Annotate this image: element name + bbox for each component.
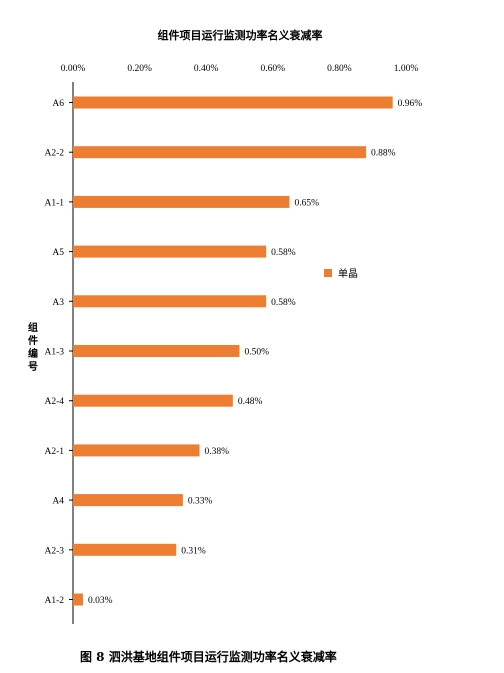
bar — [73, 146, 367, 159]
legend: 单晶 — [324, 268, 358, 280]
category-labels: A6 A2-2 A1-1 A5 A3 A1-3 A2-4 A2-1 A4 A2-3 A1-2 — [44, 99, 73, 606]
x-tick-label: 0.20% — [127, 64, 152, 74]
x-axis-ticks: 0.00% 0.20% 0.40% 0.60% 0.80% 1.00% — [61, 64, 419, 74]
legend-swatch — [324, 269, 332, 277]
category-label: A2-3 — [44, 546, 64, 556]
category-label: A2-1 — [44, 447, 64, 457]
x-tick-label: 0.40% — [194, 64, 219, 74]
y-axis-label-char: 组 — [28, 321, 38, 334]
bar — [73, 543, 177, 556]
bar — [73, 593, 83, 606]
data-label: 0.58% — [271, 248, 296, 258]
chart-title: 组件项目运行监测功率名义衰减率 — [158, 28, 323, 42]
x-tick-label: 0.80% — [327, 64, 352, 74]
x-tick-label: 0.60% — [261, 64, 286, 74]
data-label: 0.03% — [88, 596, 113, 606]
x-tick-label: 1.00% — [394, 64, 419, 74]
data-label: 0.31% — [181, 546, 206, 556]
bar-chart: 组件项目运行监测功率名义衰减率 0.00% 0.20% 0.40% 0.60% 0.80… — [28, 28, 422, 624]
category-label: A2-4 — [44, 397, 64, 407]
bar — [73, 195, 290, 208]
data-label: 0.96% — [398, 99, 423, 109]
bar — [73, 245, 267, 258]
data-label: 0.33% — [188, 497, 213, 507]
bars — [73, 96, 393, 606]
data-label: 0.48% — [238, 397, 263, 407]
y-axis-label-char: 号 — [28, 361, 38, 373]
bar — [73, 345, 240, 357]
category-label: A6 — [52, 99, 64, 109]
figure-caption: 图 8 泗洪基地组件项目运行监测功率名义衰减率 — [80, 650, 337, 664]
x-tick-label: 0.00% — [61, 64, 86, 74]
category-label: A2-2 — [44, 149, 64, 159]
bar — [73, 394, 233, 407]
category-label: A1-2 — [44, 596, 64, 606]
bar — [73, 494, 183, 507]
y-axis-label-char: 件 — [28, 334, 38, 347]
data-labels: 0.96% 0.88% 0.65% 0.58% 0.58% 0.50% 0.48% 0.38%… — [88, 99, 422, 606]
category-label: A4 — [52, 497, 64, 507]
category-label: A1-1 — [44, 198, 64, 208]
legend-entry: 单晶 — [338, 268, 358, 280]
category-label: A3 — [52, 298, 64, 308]
category-label: A1-3 — [44, 348, 64, 358]
data-label: 0.38% — [205, 447, 230, 457]
bar — [73, 444, 200, 457]
data-label: 0.88% — [371, 149, 396, 159]
y-axis-label-char: 编 — [28, 347, 38, 360]
bar — [73, 96, 393, 109]
data-label: 0.58% — [271, 298, 296, 308]
bar — [73, 295, 267, 308]
data-label: 0.50% — [245, 348, 270, 358]
data-label: 0.65% — [294, 198, 319, 208]
category-label: A5 — [52, 248, 64, 258]
